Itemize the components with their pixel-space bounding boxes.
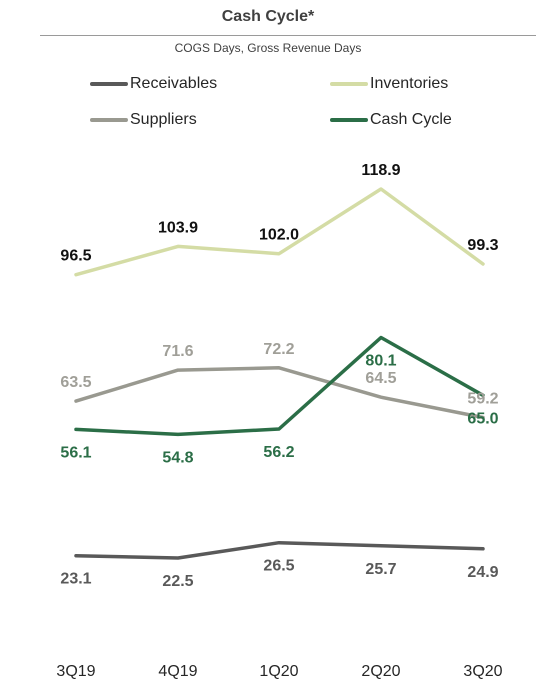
data-label-cash-cycle-3q20: 65.0 bbox=[467, 410, 498, 427]
x-tick-label-1q20: 1Q20 bbox=[259, 663, 298, 680]
title-divider bbox=[40, 35, 536, 36]
data-label-receivables-1q20: 26.5 bbox=[263, 558, 294, 575]
legend-suppliers: Suppliers bbox=[90, 110, 197, 130]
legend-swatch-inventories bbox=[330, 82, 368, 86]
x-tick-label-3q19: 3Q19 bbox=[56, 663, 95, 680]
series-line-receivables bbox=[74, 540, 485, 560]
data-label-cash-cycle-1q20: 56.2 bbox=[263, 444, 294, 461]
data-label-inventories-4q19: 103.9 bbox=[158, 219, 198, 236]
legend-swatch-receivables bbox=[90, 82, 128, 86]
data-label-cash-cycle-4q19: 54.8 bbox=[162, 449, 193, 466]
data-label-suppliers-4q19: 71.6 bbox=[162, 343, 193, 360]
data-label-receivables-2q20: 25.7 bbox=[365, 561, 396, 578]
chart-subtitle: COGS Days, Gross Revenue Days bbox=[174, 41, 362, 55]
data-label-suppliers-2q20: 64.5 bbox=[365, 370, 396, 387]
legend-inventories: Inventories bbox=[330, 74, 448, 94]
data-label-suppliers-3q19: 63.5 bbox=[60, 374, 91, 391]
x-tick-label-4q19: 4Q19 bbox=[158, 663, 197, 680]
data-label-inventories-3q19: 96.5 bbox=[60, 248, 91, 265]
data-label-suppliers-1q20: 72.2 bbox=[263, 341, 294, 358]
legend-label-receivables: Receivables bbox=[130, 75, 218, 92]
data-label-receivables-4q19: 22.5 bbox=[162, 573, 193, 590]
legend-label-inventories: Inventories bbox=[370, 75, 449, 92]
series-line-inventories bbox=[74, 187, 485, 277]
data-label-inventories-2q20: 118.9 bbox=[361, 162, 400, 179]
legend-label-cash-cycle: Cash Cycle bbox=[370, 111, 452, 128]
data-label-suppliers-3q20: 59.2 bbox=[467, 391, 498, 408]
data-label-inventories-1q20: 102.0 bbox=[259, 227, 299, 244]
legend-swatch-suppliers bbox=[90, 118, 128, 122]
series-line-cash-cycle bbox=[74, 335, 485, 437]
legend-swatch-cash-cycle bbox=[330, 118, 368, 122]
chart-title: Cash Cycle* bbox=[221, 8, 315, 25]
series-line-suppliers bbox=[74, 366, 485, 420]
data-label-receivables-3q19: 23.1 bbox=[60, 571, 91, 588]
data-label-inventories-3q20: 99.3 bbox=[467, 237, 498, 254]
legend-cash-cycle: Cash Cycle bbox=[330, 110, 452, 130]
data-label-cash-cycle-3q19: 56.1 bbox=[60, 444, 91, 461]
x-tick-label-2q20: 2Q20 bbox=[361, 663, 400, 680]
legend-receivables: Receivables bbox=[90, 74, 217, 94]
legend-label-suppliers: Suppliers bbox=[130, 111, 197, 128]
data-label-cash-cycle-2q20: 80.1 bbox=[365, 353, 396, 370]
x-tick-label-3q20: 3Q20 bbox=[463, 663, 502, 680]
data-label-receivables-3q20: 24.9 bbox=[467, 564, 498, 581]
